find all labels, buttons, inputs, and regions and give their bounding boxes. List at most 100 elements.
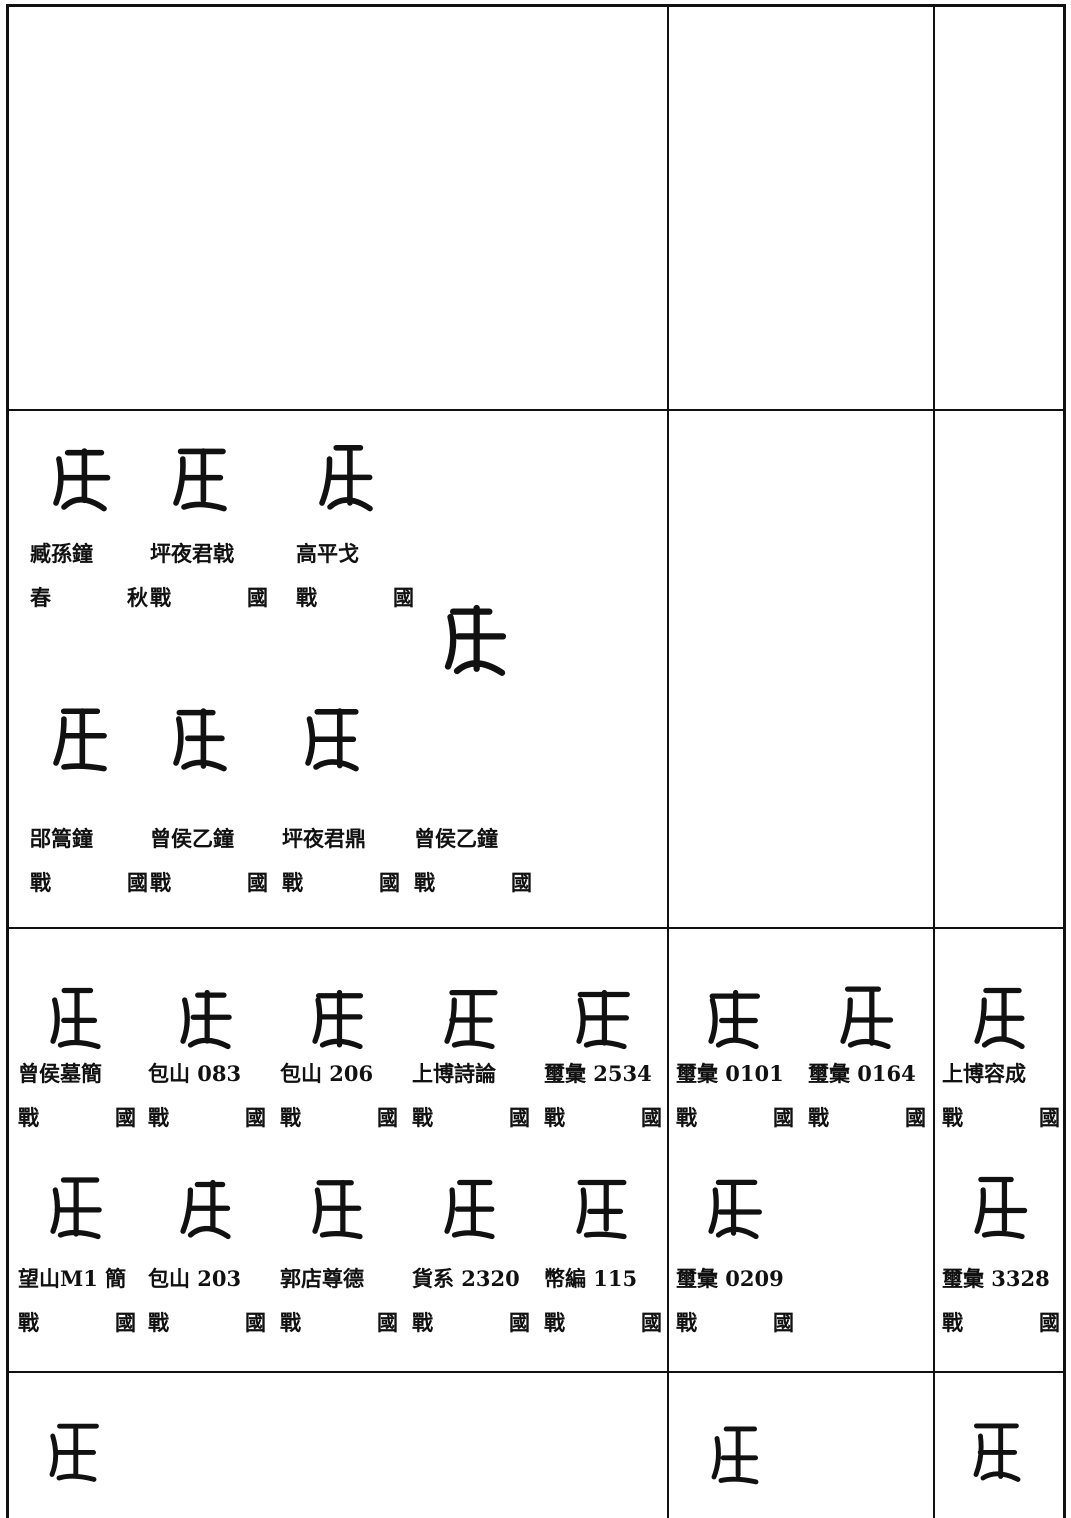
source: 坪夜君戟 — [150, 541, 234, 566]
ancient-glyph — [305, 708, 359, 772]
period: 戰國 — [296, 585, 414, 610]
source: 包山 083 — [148, 1061, 242, 1086]
period: 戰國 — [414, 870, 532, 895]
period: 戰國 — [30, 870, 148, 895]
entry: 郭店尊德戰國 — [280, 1263, 398, 1337]
period: 戰國 — [942, 1105, 1060, 1130]
period: 戰國 — [942, 1310, 1060, 1335]
entry: 包山 083 戰國 — [148, 1058, 266, 1132]
source: 曾侯墓簡 — [18, 1061, 102, 1086]
glyph-stroke — [49, 1423, 99, 1482]
glyph-stroke — [319, 444, 373, 512]
entry: 坪夜君鼎戰國 — [282, 823, 400, 897]
entry: 包山 206 戰國 — [280, 1058, 398, 1132]
entry: 上博容成戰國 — [942, 1058, 1060, 1132]
border — [1063, 4, 1066, 1518]
ancient-glyph — [312, 1179, 363, 1240]
entry: 臧孫鐘春秋 — [30, 538, 148, 612]
glyph-stroke — [173, 448, 227, 512]
source: 貨系 2320 — [412, 1266, 520, 1291]
glyph-stroke — [312, 1179, 363, 1240]
ancient-glyph — [50, 987, 101, 1050]
period: 戰國 — [18, 1310, 136, 1335]
entry: 璽彙 2534 戰國 — [544, 1058, 662, 1132]
period: 戰國 — [544, 1310, 662, 1335]
source: 坪夜君鼎 — [282, 826, 366, 851]
glyph-stroke — [973, 1423, 1021, 1482]
glyph-stroke — [180, 989, 232, 1050]
column-line — [933, 4, 935, 1518]
ancient-glyph — [576, 1179, 627, 1240]
glyph-stroke — [444, 604, 507, 676]
entry: 曾侯墓簡戰國 — [18, 1058, 136, 1132]
period: 戰國 — [148, 1105, 266, 1130]
source: 臧孫鐘 — [30, 541, 93, 566]
period: 戰國 — [150, 870, 268, 895]
source: 曾侯乙鐘 — [150, 826, 234, 851]
ancient-glyph — [53, 708, 107, 772]
border — [6, 4, 1066, 7]
ancient-glyph — [180, 989, 232, 1050]
ancient-glyph — [180, 1179, 231, 1240]
source: 璽彙 2534 — [544, 1061, 652, 1086]
period: 戰國 — [148, 1310, 266, 1335]
glyph-stroke — [53, 448, 111, 512]
glyph-stroke — [974, 1176, 1028, 1240]
period: 戰國 — [412, 1105, 530, 1130]
ancient-glyph — [444, 1179, 495, 1240]
source: 包山 203 — [148, 1266, 242, 1291]
ancient-glyph — [444, 989, 498, 1050]
glyph-stroke — [53, 708, 107, 772]
ancient-glyph — [49, 1423, 99, 1482]
source: 曾侯乙鐘 — [414, 826, 498, 851]
entry: 璽彙 3328 戰國 — [942, 1263, 1060, 1337]
source: 包山 206 — [280, 1061, 374, 1086]
period: 戰國 — [808, 1105, 926, 1130]
ancient-glyph — [319, 444, 373, 512]
entry: 貨系 2320 戰國 — [412, 1263, 530, 1337]
source: 望山M1 簡 — [18, 1266, 127, 1291]
source: 上博容成 — [942, 1061, 1026, 1086]
glyph-stroke — [708, 1179, 762, 1240]
glyph-stroke — [50, 987, 101, 1050]
period: 戰國 — [676, 1310, 794, 1335]
source: 璽彙 0164 — [808, 1061, 916, 1086]
glyph-stroke — [180, 1179, 231, 1240]
ancient-glyph — [973, 1423, 1021, 1482]
glyph-stroke — [444, 1179, 495, 1240]
entry: 璽彙 0209 戰國 — [676, 1263, 794, 1337]
entry: 曾侯乙鐘戰國 — [150, 823, 268, 897]
ancient-glyph — [173, 448, 227, 512]
period: 戰國 — [544, 1105, 662, 1130]
ancient-glyph — [312, 989, 364, 1050]
period: 戰國 — [150, 585, 268, 610]
source: 璽彙 3328 — [942, 1266, 1050, 1291]
ancient-glyph — [576, 989, 630, 1050]
entry: 郘篙鐘戰國 — [30, 823, 148, 897]
period: 戰國 — [18, 1105, 136, 1130]
ancient-glyph — [974, 1176, 1028, 1240]
glyph-stroke — [305, 708, 359, 772]
row-line — [6, 927, 1066, 929]
glyph-stroke — [444, 989, 498, 1050]
glyph-stroke — [974, 987, 1025, 1050]
glyph-stroke — [576, 989, 630, 1050]
ancient-glyph — [711, 1426, 759, 1485]
ancient-glyph — [50, 1177, 102, 1240]
period: 戰國 — [676, 1105, 794, 1130]
glyph-stroke — [50, 1177, 102, 1240]
period: 戰國 — [280, 1105, 398, 1130]
source: 幣編 115 — [544, 1266, 638, 1291]
glyph-stroke — [711, 1426, 759, 1485]
glyph-stroke — [576, 1179, 627, 1240]
ancient-glyph — [840, 986, 894, 1050]
ancient-glyph — [708, 1179, 762, 1240]
entry: 望山M1 簡戰國 — [18, 1263, 136, 1337]
ancient-glyph — [444, 604, 507, 676]
entry: 曾侯乙鐘戰國 — [414, 823, 532, 897]
ancient-glyph — [173, 708, 227, 772]
entry: 包山 203 戰國 — [148, 1263, 266, 1337]
period: 戰國 — [280, 1310, 398, 1335]
border — [6, 4, 9, 1518]
ancient-glyph — [708, 989, 761, 1050]
